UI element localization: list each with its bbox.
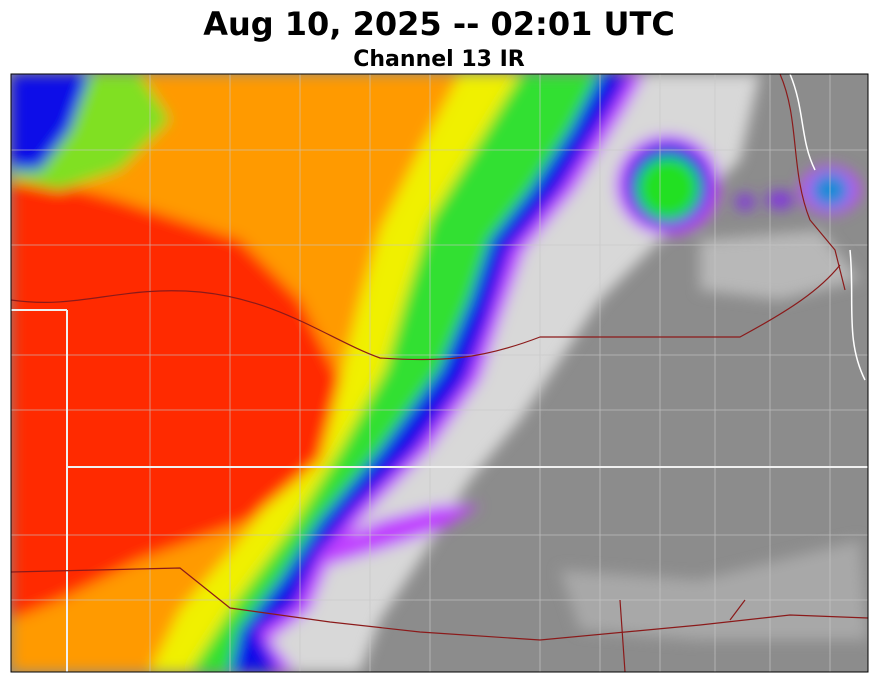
title: Aug 10, 2025 -- 02:01 UTC (203, 5, 675, 43)
county-line (11, 149, 868, 601)
road (619, 599, 746, 672)
roads (11, 74, 868, 672)
river (789, 74, 866, 381)
map-frame (10, 73, 869, 673)
storm-cell (636, 156, 700, 220)
road (11, 264, 841, 361)
road (779, 74, 846, 291)
storm-cell (766, 191, 794, 209)
cloud-red (11, 170, 340, 620)
cloud-light (700, 230, 860, 300)
storm-cell (735, 194, 755, 210)
road (11, 567, 868, 641)
cloud-layers (11, 74, 868, 672)
cloud-blue (11, 74, 90, 170)
state-border (11, 309, 868, 672)
ir-imagery (11, 74, 868, 672)
county-lines (11, 74, 868, 672)
subtitle: Channel 13 IR (353, 47, 525, 72)
county-line (149, 74, 831, 672)
